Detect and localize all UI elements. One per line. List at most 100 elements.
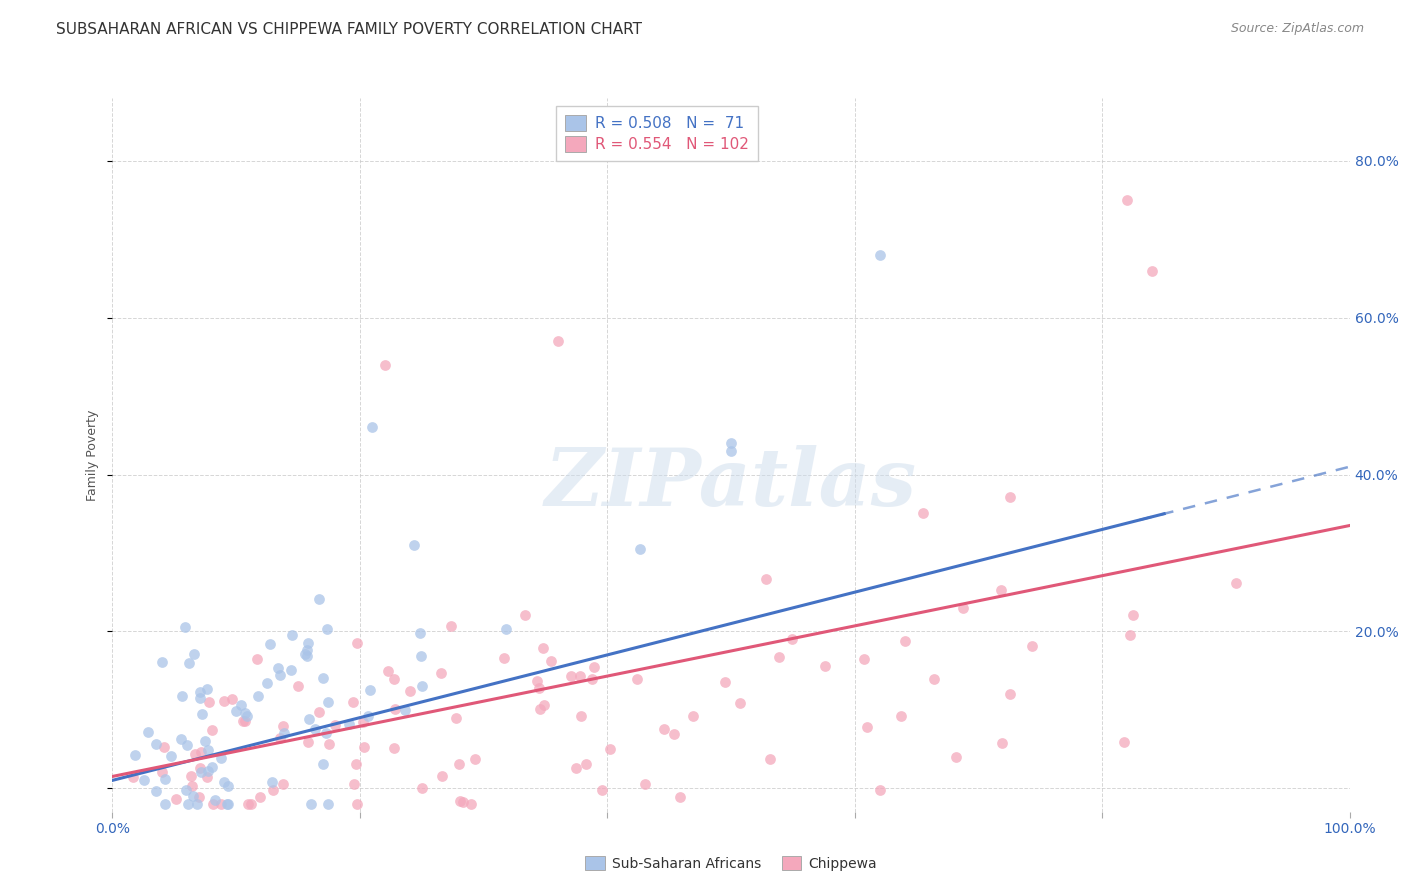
Point <box>180 769 202 783</box>
Point <box>1116 193 1139 207</box>
Point <box>323 718 346 732</box>
Point <box>194 733 217 747</box>
Point <box>852 652 875 666</box>
Point <box>315 726 337 740</box>
Point <box>271 718 294 732</box>
Point <box>343 776 366 790</box>
Point <box>195 770 218 784</box>
Point <box>240 797 263 811</box>
Point <box>304 722 326 736</box>
Point <box>153 772 176 786</box>
Point <box>662 727 685 741</box>
Point <box>174 782 197 797</box>
Point <box>547 334 569 349</box>
Point <box>728 696 751 710</box>
Point <box>1140 263 1163 277</box>
Point <box>952 601 974 615</box>
Point <box>132 773 155 788</box>
Point <box>256 675 278 690</box>
Point <box>495 623 517 637</box>
Point <box>121 770 143 784</box>
Point <box>714 674 737 689</box>
Point <box>1000 687 1022 701</box>
Point <box>181 789 204 803</box>
Point <box>225 704 247 718</box>
Point <box>346 797 368 811</box>
Point <box>628 541 651 556</box>
Point <box>1225 576 1247 591</box>
Point <box>583 660 606 674</box>
Point <box>298 712 321 726</box>
Point <box>430 769 453 783</box>
Point <box>188 685 211 699</box>
Point <box>173 620 195 634</box>
Point <box>494 651 516 665</box>
Point <box>160 748 183 763</box>
Point <box>855 720 877 734</box>
Point <box>269 731 291 745</box>
Point <box>190 745 212 759</box>
Point <box>183 647 205 661</box>
Point <box>201 797 224 811</box>
Point <box>170 732 193 747</box>
Point <box>312 756 335 771</box>
Point <box>229 698 252 712</box>
Point <box>447 757 470 772</box>
Point <box>529 702 551 716</box>
Point <box>295 648 318 663</box>
Point <box>569 709 592 723</box>
Point <box>316 695 339 709</box>
Point <box>190 764 212 779</box>
Point <box>201 723 224 737</box>
Point <box>384 702 406 716</box>
Point <box>998 490 1021 504</box>
Point <box>591 782 613 797</box>
Point <box>337 717 360 731</box>
Point <box>170 689 193 703</box>
Point <box>1122 608 1144 623</box>
Point <box>198 694 221 708</box>
Point <box>411 649 433 664</box>
Point <box>652 723 675 737</box>
Point <box>682 709 704 723</box>
Point <box>357 709 380 723</box>
Point <box>399 684 422 698</box>
Point <box>515 607 537 622</box>
Point <box>249 789 271 804</box>
Point <box>460 797 482 811</box>
Point <box>560 669 582 683</box>
Point <box>150 764 173 779</box>
Point <box>449 794 471 808</box>
Point <box>720 436 742 450</box>
Point <box>409 625 432 640</box>
Point <box>382 740 405 755</box>
Point <box>353 739 375 754</box>
Point <box>188 790 211 805</box>
Point <box>215 797 238 811</box>
Point <box>411 781 433 796</box>
Point <box>197 743 219 757</box>
Point <box>259 637 281 651</box>
Point <box>869 783 891 797</box>
Point <box>280 663 302 677</box>
Point <box>869 248 891 262</box>
Point <box>440 619 463 633</box>
Point <box>342 695 364 709</box>
Point <box>267 661 290 675</box>
Point <box>316 797 339 811</box>
Point <box>212 694 235 708</box>
Point <box>124 748 146 763</box>
Point <box>165 792 187 806</box>
Point <box>297 735 319 749</box>
Point <box>181 779 204 793</box>
Point <box>281 628 304 642</box>
Point <box>451 795 474 809</box>
Point <box>287 679 309 693</box>
Point <box>217 797 239 811</box>
Point <box>374 358 396 372</box>
Point <box>444 711 467 725</box>
Text: SUBSAHARAN AFRICAN VS CHIPPEWA FAMILY POVERTY CORRELATION CHART: SUBSAHARAN AFRICAN VS CHIPPEWA FAMILY PO… <box>56 22 643 37</box>
Point <box>297 636 319 650</box>
Point <box>569 669 592 683</box>
Point <box>212 774 235 789</box>
